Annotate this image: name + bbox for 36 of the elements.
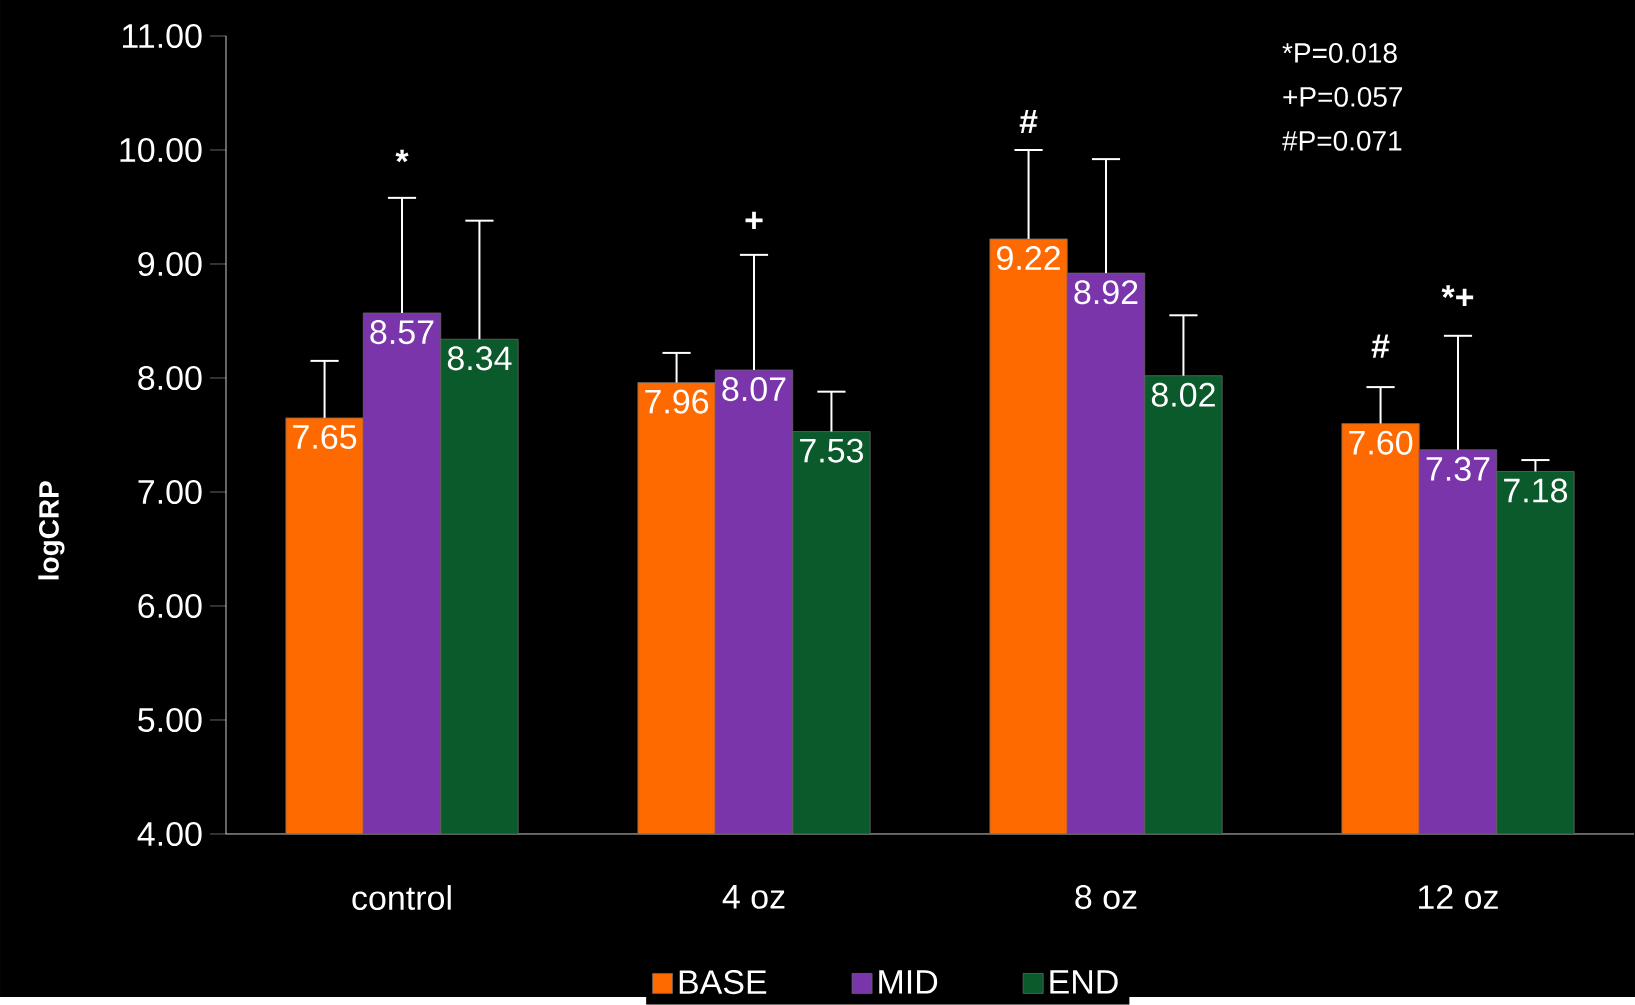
data-label: 7.53	[800, 438, 864, 463]
data-label: 7.18	[1504, 478, 1568, 503]
data-label: 7.65	[293, 425, 357, 450]
data-label: 8.07	[722, 377, 786, 402]
y-tick-label: 10.00	[120, 138, 202, 163]
y-axis-title: logCRP	[38, 481, 65, 580]
y-tick-label: 6.00	[138, 594, 202, 619]
legend-label: MID	[879, 970, 938, 994]
x-tick-label: 12 oz	[1419, 885, 1498, 910]
legend-label: BASE	[679, 970, 767, 995]
annotation: *+	[1441, 285, 1474, 307]
data-label: 8.34	[447, 346, 512, 371]
data-label: 7.37	[1426, 456, 1490, 482]
y-tick-label: 4.00	[137, 822, 202, 847]
y-tick-label: 8.00	[138, 366, 202, 391]
data-label: 8.92	[1074, 280, 1138, 305]
data-label: 8.02	[1151, 382, 1215, 407]
annotation: *P=0.018	[1282, 43, 1397, 63]
annotation: #	[1371, 334, 1390, 358]
annotation: #P=0.071	[1282, 130, 1402, 151]
data-label: 8.57	[370, 320, 434, 345]
x-tick-label: control	[352, 885, 451, 911]
y-tick-label: 11.00	[122, 24, 202, 49]
data-label: 9.22	[997, 246, 1060, 271]
annotation: +P=0.057	[1283, 87, 1403, 107]
annotation: #	[1019, 110, 1038, 134]
data-label: 7.96	[645, 389, 709, 414]
y-tick-label: 5.00	[138, 708, 202, 733]
annotation: +	[745, 211, 763, 230]
x-tick-label: 8 oz	[1075, 885, 1137, 910]
y-tick-label: 7.00	[138, 480, 202, 505]
data-label: 7.60	[1349, 430, 1413, 455]
x-tick-label: 4 oz	[722, 885, 785, 909]
legend-label: END	[1050, 970, 1118, 994]
annotation: *	[395, 149, 409, 163]
y-tick-label: 9.00	[138, 252, 202, 277]
